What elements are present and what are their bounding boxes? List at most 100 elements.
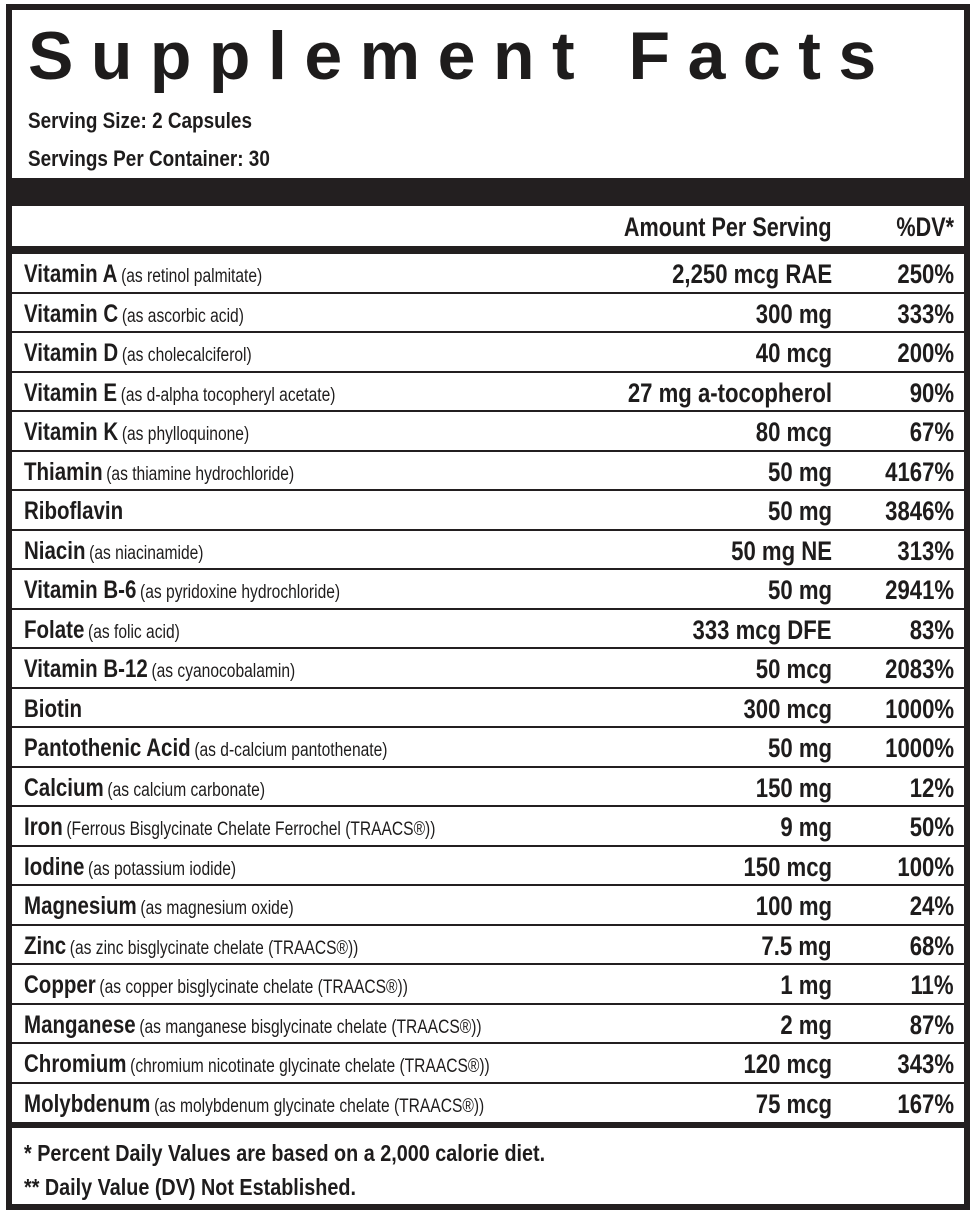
nutrient-name: Folate [24,615,85,644]
nutrient-source: (as molybdenum glycinate chelate (TRAACS… [154,1095,485,1117]
nutrient-row: Zinc (as zinc bisglycinate chelate (TRAA… [12,926,964,965]
nutrient-dv: 12% [909,772,954,803]
nutrient-name: Vitamin K [24,418,119,446]
nutrient-source: (as d-calcium pantothenate) [194,740,388,761]
nutrient-row: Vitamin E (as d-alpha tocopheryl acetate… [12,373,964,412]
nutrient-row: Biotin 300 mcg 1000% [12,689,964,728]
servings-per-container: Servings Per Container: 30 [28,146,270,171]
nutrient-name-cell: Folate (as folic acid) [24,610,180,654]
nutrient-source: (as niacinamide) [89,542,204,564]
thick-divider [12,178,964,206]
nutrient-row: Riboflavin 50 mg 3846% [12,491,964,531]
nutrient-dv: 11% [910,970,954,1000]
nutrient-source: (as d-alpha tocopheryl acetate) [120,384,336,406]
nutrient-source: (as cyanocobalamin) [151,661,296,682]
nutrient-dv: 2941% [885,575,954,605]
nutrient-dv: 333% [897,298,954,329]
nutrient-row: Chromium (chromium nicotinate glycinate … [12,1044,964,1084]
nutrient-amount: 120 mcg [743,1049,832,1079]
nutrient-amount: 2,250 mcg RAE [672,259,832,289]
nutrient-amount: 75 mcg [755,1088,832,1119]
nutrient-row: Folate (as folic acid) 333 mcg DFE 83% [12,610,964,649]
nutrient-source: (as phylloquinone) [121,424,250,445]
nutrient-dv: 67% [909,417,954,447]
header-divider [12,246,964,254]
nutrient-dv: 90% [909,377,954,408]
nutrient-table: Vitamin A (as retinol palmitate) 2,250 m… [12,254,964,1121]
nutrient-amount: 300 mcg [743,693,832,724]
nutrient-amount: 27 mg a-tocopherol [627,377,832,408]
nutrient-amount: 100 mg [755,891,832,921]
nutrient-row: Vitamin K (as phylloquinone) 80 mcg 67% [12,412,964,452]
nutrient-source: (as calcium carbonate) [107,779,266,801]
nutrient-row: Iron (Ferrous Bisglycinate Chelate Ferro… [12,807,964,847]
nutrient-amount: 80 mcg [755,417,832,447]
nutrient-amount: 50 mg NE [731,535,832,566]
footnote-dv: * Percent Daily Values are based on a 2,… [24,1140,546,1166]
nutrient-source: (as potassium iodide) [88,858,237,880]
nutrient-name-cell: Chromium (chromium nicotinate glycinate … [24,1044,490,1088]
nutrient-name: Molybdenum [24,1089,151,1118]
nutrient-amount: 50 mg [768,456,832,487]
nutrient-name-cell: Vitamin E (as d-alpha tocopheryl acetate… [24,373,335,417]
nutrient-dv: 343% [897,1049,954,1079]
nutrient-row: Magnesium (as magnesium oxide) 100 mg 24… [12,886,964,926]
nutrient-name-cell: Iodine (as potassium iodide) [24,847,236,891]
nutrient-name: Copper [24,971,96,999]
nutrient-dv: 1000% [885,733,954,763]
nutrient-name-cell: Niacin (as niacinamide) [24,531,203,575]
nutrient-dv: 3846% [885,496,954,526]
nutrient-amount: 50 mg [768,496,832,526]
nutrient-name: Vitamin C [24,299,119,328]
nutrient-name: Vitamin D [24,339,119,367]
nutrient-amount: 2 mg [780,1009,832,1040]
nutrient-dv: 4167% [885,456,954,487]
nutrient-dv: 100% [897,851,954,882]
nutrient-dv: 250% [897,259,954,289]
nutrient-name: Vitamin A [24,260,118,288]
nutrient-amount: 40 mcg [755,338,832,368]
nutrient-dv: 24% [909,891,954,921]
nutrient-amount: 50 mg [768,575,832,605]
nutrient-dv: 200% [897,338,954,368]
nutrient-dv: 68% [909,930,954,961]
serving-size: Serving Size: 2 Capsules [28,108,252,133]
nutrient-row: Thiamin (as thiamine hydrochloride) 50 m… [12,452,964,491]
nutrient-name: Thiamin [24,457,103,486]
footer-divider [12,1122,964,1128]
nutrient-dv: 50% [909,812,954,842]
nutrient-row: Vitamin B-12 (as cyanocobalamin) 50 mcg … [12,649,964,689]
nutrient-row: Pantothenic Acid (as d-calcium pantothen… [12,728,964,768]
nutrient-name: Zinc [24,931,67,960]
nutrient-amount: 50 mcg [755,654,832,684]
nutrient-name-cell: Vitamin B-6 (as pyridoxine hydrochloride… [24,570,340,614]
nutrient-source: (as copper bisglycinate chelate (TRAACS®… [99,977,408,998]
nutrient-amount: 333 mcg DFE [692,614,832,645]
nutrient-name-cell: Zinc (as zinc bisglycinate chelate (TRAA… [24,926,358,970]
nutrient-amount: 7.5 mg [761,930,832,961]
nutrient-name-cell: Iron (Ferrous Bisglycinate Chelate Ferro… [24,807,435,851]
nutrient-name: Niacin [24,536,86,565]
nutrient-name: Iodine [24,852,85,881]
nutrient-name: Magnesium [24,892,137,920]
nutrient-name-cell: Vitamin K (as phylloquinone) [24,412,249,456]
nutrient-source: (chromium nicotinate glycinate chelate (… [130,1056,490,1077]
nutrient-row: Molybdenum (as molybdenum glycinate chel… [12,1084,964,1122]
nutrient-row: Vitamin A (as retinol palmitate) 2,250 m… [12,254,964,294]
nutrient-name-cell: Biotin [24,689,82,733]
nutrient-row: Manganese (as manganese bisglycinate che… [12,1005,964,1044]
nutrient-name-cell: Vitamin A (as retinol palmitate) [24,254,262,298]
nutrient-name-cell: Vitamin C (as ascorbic acid) [24,294,244,338]
nutrient-name: Biotin [24,694,83,723]
nutrient-name-cell: Magnesium (as magnesium oxide) [24,886,294,930]
nutrient-name-cell: Calcium (as calcium carbonate) [24,768,265,812]
nutrient-row: Vitamin B-6 (as pyridoxine hydrochloride… [12,570,964,610]
nutrient-name-cell: Thiamin (as thiamine hydrochloride) [24,452,294,496]
nutrient-amount: 150 mg [755,772,832,803]
nutrient-source: (Ferrous Bisglycinate Chelate Ferrochel … [66,819,436,840]
nutrient-name-cell: Pantothenic Acid (as d-calcium pantothen… [24,728,387,772]
nutrient-source: (as magnesium oxide) [140,898,294,919]
nutrient-name: Iron [24,813,63,841]
nutrient-row: Iodine (as potassium iodide) 150 mcg 100… [12,847,964,886]
dv-header: %DV* [896,212,954,242]
